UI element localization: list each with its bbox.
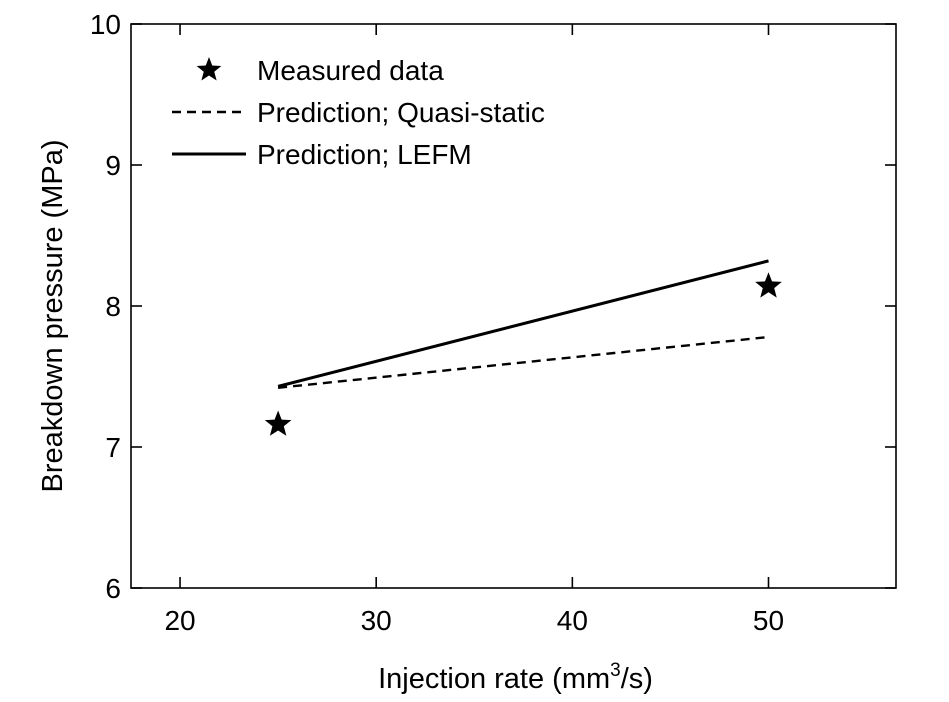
y-tick-label: 6 — [105, 573, 121, 604]
x-tick-label: 50 — [753, 605, 784, 636]
y-tick-label: 8 — [105, 291, 121, 322]
series-layer — [264, 259, 782, 436]
x-axis-title-end: /s) — [621, 663, 653, 695]
quasi-static-line — [277, 335, 769, 389]
x-axis-title-superscript: 3 — [610, 660, 621, 681]
x-axis-title: Injection rate (mm3/s) — [378, 660, 653, 695]
legend-star-icon — [196, 57, 222, 81]
y-tick-label: 9 — [105, 150, 121, 181]
legend: Measured data Prediction; Quasi-static Pre… — [172, 55, 545, 170]
y-axis-title: Breakdown pressure (MPa) — [37, 140, 69, 493]
x-tick-label: 20 — [164, 605, 195, 636]
legend-label: Measured data — [257, 55, 444, 86]
legend-label: Prediction; Quasi-static — [257, 97, 545, 128]
x-tick-label: 40 — [557, 605, 588, 636]
ticks-layer: 20 30 40 50 6 7 8 9 10 — [90, 9, 896, 636]
measured-data-point — [755, 272, 782, 298]
legend-label: Prediction; LEFM — [257, 139, 472, 170]
x-axis-title-main: Injection rate (mm — [378, 663, 610, 695]
lefm-line — [277, 259, 769, 388]
measured-data-point — [264, 410, 292, 436]
x-tick-label: 30 — [361, 605, 392, 636]
plot-frame — [130, 23, 897, 589]
y-tick-label: 10 — [90, 9, 121, 40]
y-tick-label: 7 — [105, 432, 121, 463]
